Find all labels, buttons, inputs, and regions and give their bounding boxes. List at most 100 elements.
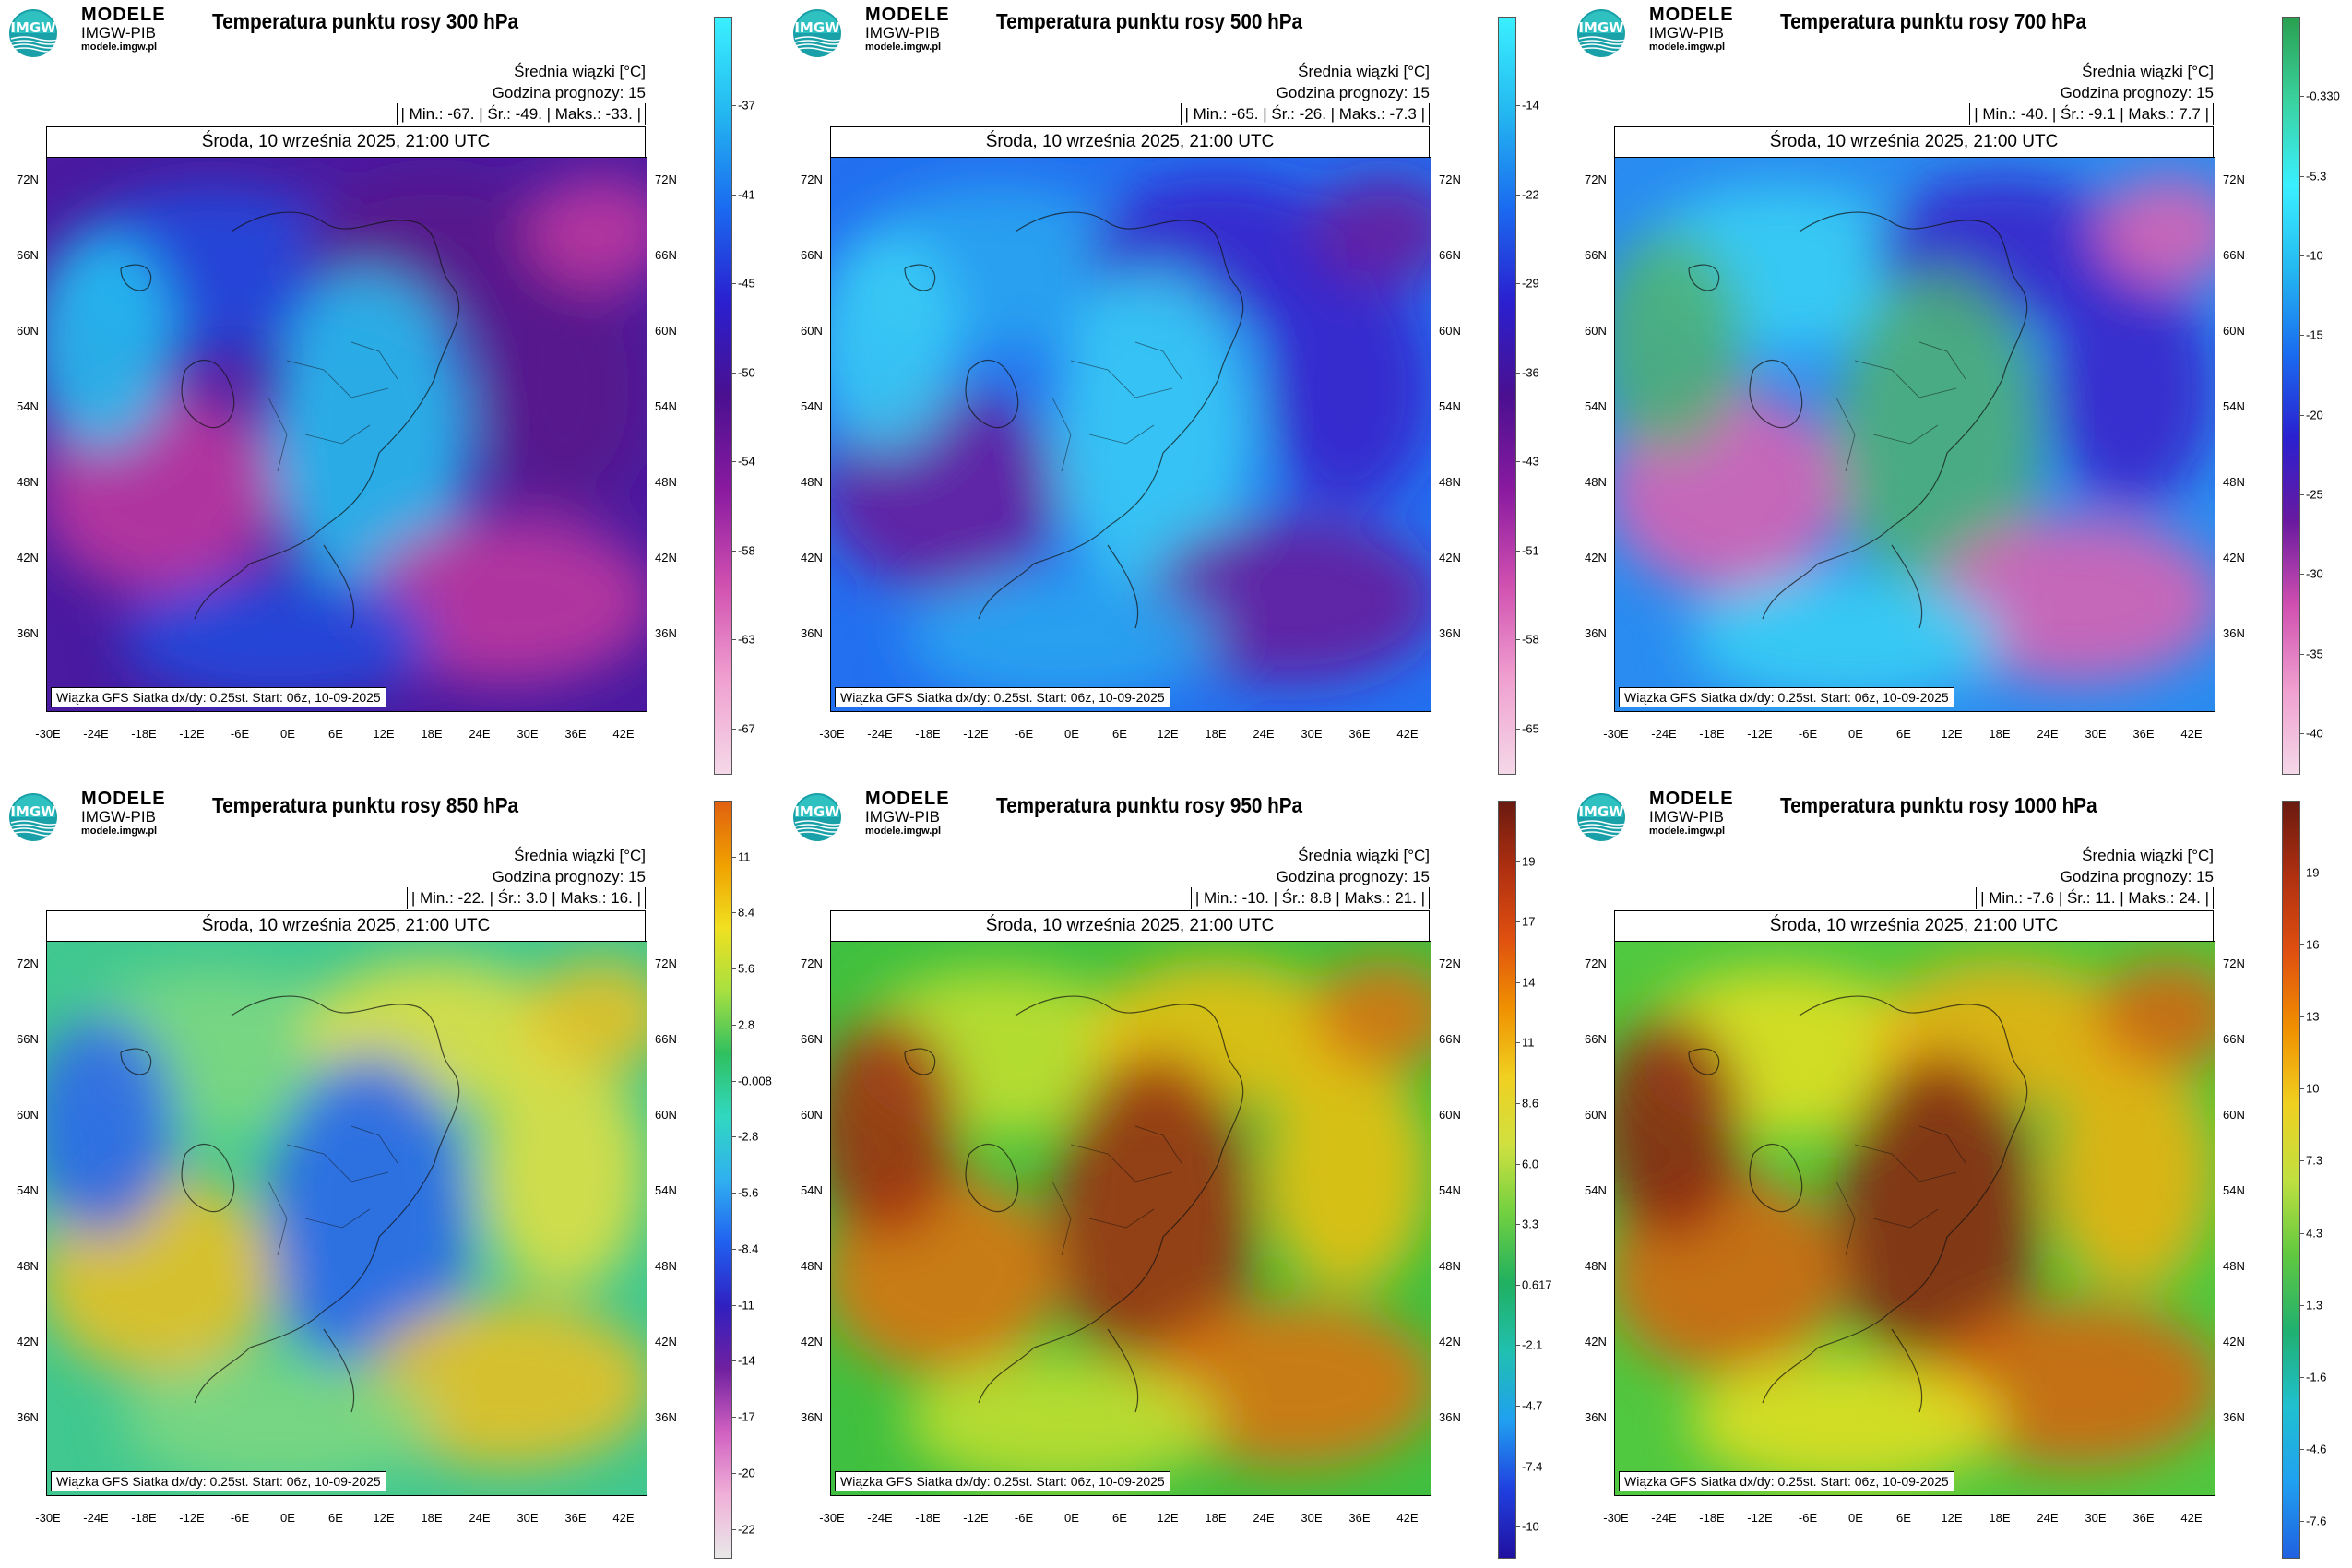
colorbar-tick-label: -20 <box>738 1466 755 1480</box>
colorbar-tick-label: -65 <box>1522 721 1539 736</box>
brand-url: modele.imgw.pl <box>1649 42 1726 53</box>
imgw-logo-icon: IMGW <box>6 7 65 59</box>
colorbar-tickmark <box>2299 335 2304 337</box>
panel-title: Temperatura punktu rosy 950 hPa <box>996 793 1303 817</box>
lat-tick-right: 42N <box>2223 1335 2245 1348</box>
lat-tick-right: 48N <box>2223 1259 2245 1273</box>
lon-tick: 0E <box>1848 727 1863 741</box>
lat-tick-left: 36N <box>17 1410 39 1424</box>
colorbar-tick-label: 16 <box>2306 937 2320 952</box>
mean-label: Średnia wiązki [°C] <box>2082 847 2214 864</box>
map-area: Wiązka GFS Siatka dx/dy: 0.25st. Start: … <box>830 157 1431 712</box>
lat-tick-left: 36N <box>801 1410 823 1424</box>
lon-tick: 6E <box>328 727 343 741</box>
colorbar-tick-label: 5.6 <box>738 961 755 976</box>
lat-tick-left: 48N <box>1585 475 1607 489</box>
lon-tick: -24E <box>867 727 893 741</box>
colorbar-tickmark <box>2299 1376 2304 1378</box>
colorbar-tickmark <box>2299 96 2304 98</box>
colorbar-tick-label: -22 <box>738 1522 755 1537</box>
brand-url: modele.imgw.pl <box>1649 826 1726 837</box>
lat-tick-right: 48N <box>1439 1259 1461 1273</box>
lat-tick-left: 66N <box>801 248 823 262</box>
colorbar-tick-label: -0.330 <box>2306 89 2340 103</box>
mean-label: Średnia wiązki [°C] <box>1298 847 1430 864</box>
panel-title: Temperatura punktu rosy 700 hPa <box>1780 9 2087 33</box>
lon-tick: 36E <box>2132 1511 2155 1525</box>
lat-tick-left: 72N <box>17 172 39 186</box>
lat-tick-left: 60N <box>17 1108 39 1122</box>
stats-line: | Min.: -65. | Śr.: -26. | Maks.: -7.3 | <box>1180 103 1430 125</box>
lon-tick: 18E <box>1989 1511 2011 1525</box>
logo-text: IMGW <box>10 803 56 820</box>
lat-tick-right: 36N <box>1439 626 1461 640</box>
lon-tick: -6E <box>1798 1511 1818 1525</box>
colorbar-tick-label: 0.617 <box>1522 1277 1552 1292</box>
lat-tick-left: 48N <box>17 1259 39 1273</box>
colorbar-tickmark <box>2299 1520 2304 1522</box>
colorbar-tickmark <box>1515 981 1520 983</box>
colorbar <box>1498 17 1516 775</box>
colorbar-tickmark <box>1515 639 1520 641</box>
colorbar-tickmark <box>2299 493 2304 495</box>
panel-title: Temperatura punktu rosy 1000 hPa <box>1780 793 2097 817</box>
brand-line1: MODELE <box>81 5 166 25</box>
lat-tick-right: 66N <box>655 248 677 262</box>
lon-tick: 42E <box>612 727 635 741</box>
colorbar-tick-label: -1.6 <box>2306 1370 2327 1384</box>
lon-tick: 18E <box>1989 727 2011 741</box>
colorbar-tickmark <box>731 1024 736 1026</box>
date-bar: Środa, 10 września 2025, 21:00 UTC <box>1614 126 2214 157</box>
date-bar: Środa, 10 września 2025, 21:00 UTC <box>830 910 1430 941</box>
lat-tick-left: 72N <box>1585 956 1607 970</box>
lon-tick: 24E <box>469 727 491 741</box>
lon-tick: 24E <box>2037 727 2059 741</box>
colorbar-tickmark <box>1515 1345 1520 1347</box>
panel-title: Temperatura punktu rosy 850 hPa <box>212 793 519 817</box>
lon-tick: -6E <box>230 1511 250 1525</box>
colorbar-tickmark <box>731 728 736 730</box>
brand-line2: IMGW-PIB <box>1649 808 1724 826</box>
lat-tick-right: 42N <box>1439 551 1461 564</box>
lon-tick: 24E <box>1253 1511 1275 1525</box>
brand-line2: IMGW-PIB <box>1649 24 1724 42</box>
colorbar-tick-label: -51 <box>1522 543 1539 558</box>
colorbar-tickmark <box>731 372 736 374</box>
colorbar-tickmark <box>731 105 736 107</box>
lon-tick: 0E <box>280 1511 295 1525</box>
lat-tick-right: 72N <box>655 956 677 970</box>
colorbar-tick-label: -10 <box>2306 248 2323 263</box>
stats-line: | Min.: -22. | Śr.: 3.0 | Maks.: 16. | <box>406 887 646 909</box>
colorbar-tick-label: 7.3 <box>2306 1153 2323 1168</box>
lon-tick: 0E <box>1064 1511 1079 1525</box>
colorbar-tickmark <box>1515 921 1520 923</box>
lon-tick: -18E <box>1699 727 1725 741</box>
lon-tick: 42E <box>612 1511 635 1525</box>
brand-url: modele.imgw.pl <box>81 826 158 837</box>
lat-tick-left: 36N <box>1585 626 1607 640</box>
colorbar-tick-label: -22 <box>1522 187 1539 202</box>
colorbar-tickmark <box>1515 1526 1520 1528</box>
colorbar-tickmark <box>731 1417 736 1419</box>
lat-tick-right: 54N <box>1439 1183 1461 1197</box>
colorbar-tick-label: 11 <box>738 849 751 864</box>
lat-tick-right: 60N <box>2223 324 2245 338</box>
colorbar-tickmark <box>1515 1284 1520 1286</box>
colorbar-tickmark <box>731 1193 736 1194</box>
brand: MODELE IMGW-PIB modele.imgw.pl <box>865 790 950 837</box>
map-panel-p1000: IMGW MODELE IMGW-PIB modele.imgw.pl Temperat… <box>1568 784 2352 1568</box>
colorbar-tickmark <box>1515 1224 1520 1226</box>
colorbar-tickmark <box>2299 1160 2304 1162</box>
lon-tick: 12E <box>1157 1511 1179 1525</box>
colorbar-tick-label: -7.4 <box>1522 1459 1543 1474</box>
lon-tick: 36E <box>1348 727 1371 741</box>
colorbar-tick-label: -43 <box>1522 454 1539 469</box>
lon-tick: 12E <box>1941 1511 1963 1525</box>
imgw-logo-icon: IMGW <box>1574 791 1633 843</box>
mean-label: Średnia wiązki [°C] <box>514 847 646 864</box>
lat-tick-right: 60N <box>2223 1108 2245 1122</box>
forecast-hour: Godzina prognozy: 15 <box>1276 84 1430 101</box>
lat-tick-left: 54N <box>1585 1183 1607 1197</box>
lat-tick-left: 42N <box>801 1335 823 1348</box>
map-panel-p500: IMGW MODELE IMGW-PIB modele.imgw.pl Temperat… <box>784 0 1568 784</box>
